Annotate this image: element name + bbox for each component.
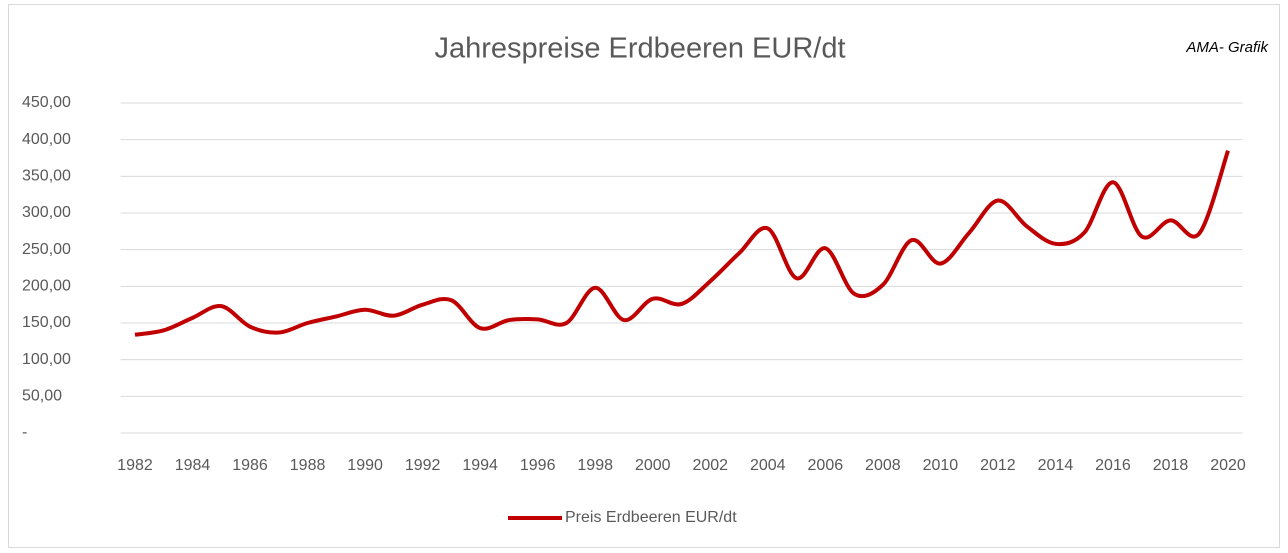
y-tick-label: 300,00 bbox=[22, 204, 71, 221]
legend-label: Preis Erdbeeren EUR/dt bbox=[565, 509, 737, 526]
y-tick-label: 50,00 bbox=[22, 388, 62, 405]
chart-title: Jahrespreise Erdbeeren EUR/dt bbox=[434, 33, 845, 65]
x-tick-label: 2018 bbox=[1153, 457, 1189, 474]
y-tick-label: 350,00 bbox=[22, 168, 71, 185]
x-tick-label: 1992 bbox=[405, 457, 441, 474]
x-tick-label: 2020 bbox=[1210, 457, 1246, 474]
x-tick-label: 2014 bbox=[1038, 457, 1074, 474]
y-tick-label: 250,00 bbox=[22, 241, 71, 258]
x-tick-label: 1998 bbox=[577, 457, 613, 474]
x-tick-label: 1982 bbox=[117, 457, 153, 474]
x-tick-label: 1988 bbox=[290, 457, 326, 474]
y-tick-label: 400,00 bbox=[22, 131, 71, 148]
y-tick-label: 200,00 bbox=[22, 278, 71, 295]
x-tick-label: 1986 bbox=[232, 457, 268, 474]
x-tick-label: 2000 bbox=[635, 457, 671, 474]
y-tick-label: 150,00 bbox=[22, 314, 71, 331]
x-tick-label: 1984 bbox=[175, 457, 211, 474]
x-tick-label: 2006 bbox=[808, 457, 844, 474]
y-tick-label: 450,00 bbox=[22, 94, 71, 111]
x-tick-label: 2008 bbox=[865, 457, 901, 474]
x-tick-label: 1994 bbox=[462, 457, 498, 474]
x-tick-label: 2016 bbox=[1095, 457, 1131, 474]
x-tick-label: 2010 bbox=[923, 457, 959, 474]
series-line bbox=[134, 150, 1230, 337]
x-tick-label: 2004 bbox=[750, 457, 786, 474]
x-tick-label: 1996 bbox=[520, 457, 556, 474]
x-tick-label: 2002 bbox=[692, 457, 728, 474]
x-tick-label: 1990 bbox=[347, 457, 383, 474]
y-tick-label: 100,00 bbox=[22, 351, 71, 368]
chart-border bbox=[8, 4, 1280, 548]
y-tick-label: - bbox=[22, 424, 27, 441]
x-tick-label: 2012 bbox=[980, 457, 1016, 474]
annotation: AMA- Grafik bbox=[1185, 39, 1269, 56]
